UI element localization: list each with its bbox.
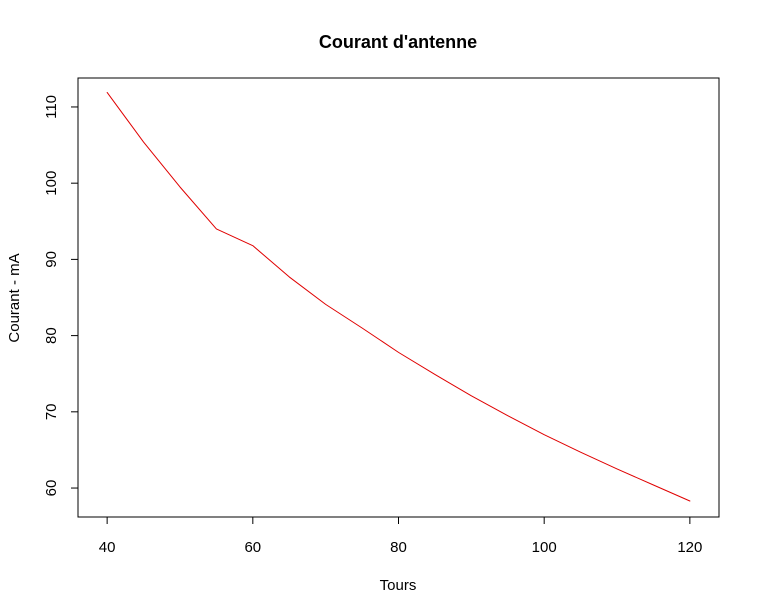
y-axis: 60 70 80 90 100 110 <box>43 95 79 497</box>
x-tick-label: 40 <box>99 539 116 556</box>
y-tick-label: 60 <box>43 480 60 497</box>
y-tick-label: 110 <box>43 95 60 119</box>
series-layer <box>106 91 691 502</box>
y-tick-label: 90 <box>43 251 60 268</box>
x-tick-label: 80 <box>390 539 407 556</box>
chart-title: Courant d'antenne <box>319 32 477 52</box>
x-tick-label: 60 <box>244 539 261 556</box>
x-tick-label: 120 <box>677 539 702 556</box>
y-tick-label: 100 <box>43 171 60 196</box>
series-line <box>106 91 691 502</box>
plot-frame <box>77 77 720 518</box>
x-axis-label: Tours <box>380 577 417 594</box>
y-tick-label: 80 <box>43 327 60 344</box>
y-axis-label: Courant - mA <box>6 253 23 342</box>
x-tick-label: 100 <box>532 539 557 556</box>
x-axis: 40 60 80 100 120 <box>99 516 702 556</box>
y-tick-label: 70 <box>43 403 60 420</box>
